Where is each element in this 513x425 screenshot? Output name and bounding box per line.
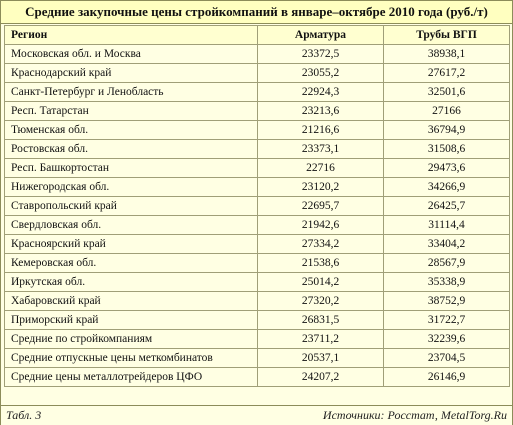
cell-pipe: 31722,7 [383, 310, 510, 330]
table-row: Хабаровский край 27320,2 38752,9 [4, 291, 510, 311]
table-row: Нижегородская обл. 23120,2 34266,9 [4, 177, 510, 197]
cell-pipe: 26146,9 [383, 367, 510, 387]
cell-pipe: 26425,7 [383, 196, 510, 216]
table-row: Кемеровская обл. 21538,6 28567,9 [4, 253, 510, 273]
cell-rebar: 23711,2 [257, 329, 384, 349]
cell-rebar: 23213,6 [257, 101, 384, 121]
table-row: Средние цены металлотрейдеров ЦФО 24207,2… [4, 367, 510, 387]
cell-region: Респ. Башкортостан [4, 158, 258, 178]
cell-region: Нижегородская обл. [4, 177, 258, 197]
cell-region: Красноярский край [4, 234, 258, 254]
cell-rebar: 21942,6 [257, 215, 384, 235]
table-title: Средние закупочные цены стройкомпаний в … [1, 1, 512, 24]
table-row: Санкт-Петербург и Ленобласть 22924,3 32501… [4, 82, 510, 102]
cell-region: Хабаровский край [4, 291, 258, 311]
cell-rebar: 26831,5 [257, 310, 384, 330]
table-row: Красноярский край 27334,2 33404,2 [4, 234, 510, 254]
price-table: Регион Арматура Трубы ВГП Московская обл… [4, 25, 510, 387]
cell-region: Респ. Татарстан [4, 101, 258, 121]
cell-pipe: 38752,9 [383, 291, 510, 311]
cell-rebar: 23055,2 [257, 63, 384, 83]
table-row: Ростовская обл. 23373,1 31508,6 [4, 139, 510, 159]
table-body: Московская обл. и Москва 23372,5 38938,1 Кр… [4, 44, 510, 387]
cell-rebar: 24207,2 [257, 367, 384, 387]
table-row: Ставропольский край 22695,7 26425,7 [4, 196, 510, 216]
cell-pipe: 38938,1 [383, 44, 510, 64]
table-row: Респ. Башкортостан 22716 29473,6 [4, 158, 510, 178]
cell-region: Средние цены металлотрейдеров ЦФО [4, 367, 258, 387]
table-footer: Табл. 3 Источники: Росстат, MetalTorg.Ru [1, 405, 512, 425]
cell-pipe: 31508,6 [383, 139, 510, 159]
header-region: Регион [4, 25, 258, 45]
cell-rebar: 25014,2 [257, 272, 384, 292]
table-row: Московская обл. и Москва 23372,5 38938,1 [4, 44, 510, 64]
cell-rebar: 22924,3 [257, 82, 384, 102]
cell-region: Санкт-Петербург и Ленобласть [4, 82, 258, 102]
header-row: Регион Арматура Трубы ВГП [4, 25, 510, 45]
cell-rebar: 21538,6 [257, 253, 384, 273]
cell-region: Свердловская обл. [4, 215, 258, 235]
cell-rebar: 20537,1 [257, 348, 384, 368]
cell-region: Московская обл. и Москва [4, 44, 258, 64]
cell-region: Иркутская обл. [4, 272, 258, 292]
cell-pipe: 34266,9 [383, 177, 510, 197]
cell-rebar: 22695,7 [257, 196, 384, 216]
table-row: Приморский край 26831,5 31722,7 [4, 310, 510, 330]
cell-pipe: 23704,5 [383, 348, 510, 368]
cell-pipe: 28567,9 [383, 253, 510, 273]
table-row: Средние отпускные цены меткомбинатов 2053… [4, 348, 510, 368]
table-label: Табл. 3 [6, 408, 42, 422]
table-row: Средние по стройкомпаниям 23711,2 32239,6 [4, 329, 510, 349]
cell-region: Ставропольский край [4, 196, 258, 216]
cell-pipe: 36794,9 [383, 120, 510, 140]
cell-region: Ростовская обл. [4, 139, 258, 159]
table-row: Иркутская обл. 25014,2 35338,9 [4, 272, 510, 292]
table-row: Тюменская обл. 21216,6 36794,9 [4, 120, 510, 140]
header-pipe: Трубы ВГП [383, 25, 510, 45]
cell-pipe: 32501,6 [383, 82, 510, 102]
cell-rebar: 27334,2 [257, 234, 384, 254]
table-row: Респ. Татарстан 23213,6 27166 [4, 101, 510, 121]
table-row: Свердловская обл. 21942,6 31114,4 [4, 215, 510, 235]
cell-pipe: 35338,9 [383, 272, 510, 292]
cell-region: Краснодарский край [4, 63, 258, 83]
cell-region: Приморский край [4, 310, 258, 330]
cell-rebar: 21216,6 [257, 120, 384, 140]
cell-pipe: 27617,2 [383, 63, 510, 83]
sources-note: Источники: Росстат, MetalTorg.Ru [322, 408, 507, 422]
table-row: Краснодарский край 23055,2 27617,2 [4, 63, 510, 83]
cell-region: Средние по стройкомпаниям [4, 329, 258, 349]
cell-rebar: 23120,2 [257, 177, 384, 197]
header-rebar: Арматура [257, 25, 384, 45]
cell-rebar: 23373,1 [257, 139, 384, 159]
cell-region: Тюменская обл. [4, 120, 258, 140]
cell-rebar: 23372,5 [257, 44, 384, 64]
cell-region: Средние отпускные цены меткомбинатов [4, 348, 258, 368]
cell-pipe: 27166 [383, 101, 510, 121]
cell-rebar: 22716 [257, 158, 384, 178]
cell-region: Кемеровская обл. [4, 253, 258, 273]
cell-rebar: 27320,2 [257, 291, 384, 311]
cell-pipe: 29473,6 [383, 158, 510, 178]
cell-pipe: 31114,4 [383, 215, 510, 235]
cell-pipe: 32239,6 [383, 329, 510, 349]
cell-pipe: 33404,2 [383, 234, 510, 254]
